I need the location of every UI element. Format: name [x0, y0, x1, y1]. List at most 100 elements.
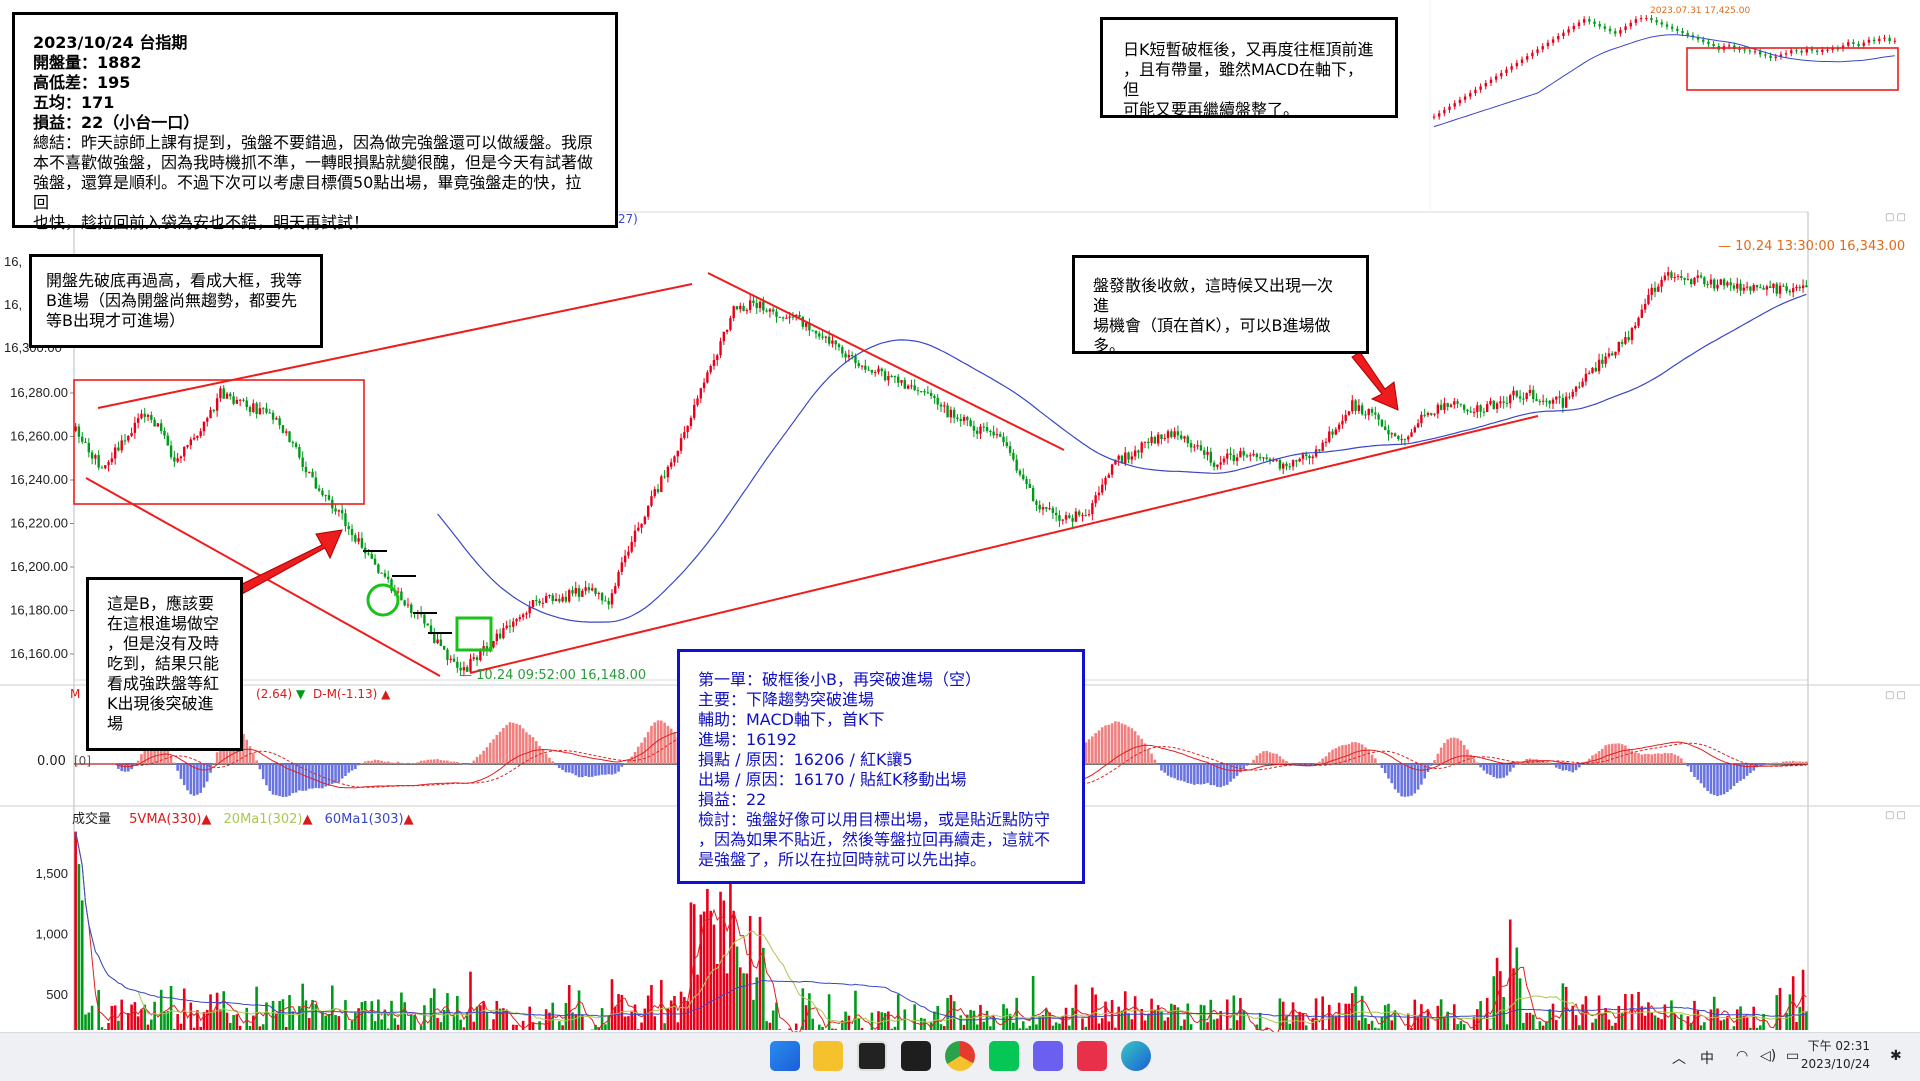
macd-histogram-bar — [262, 764, 265, 779]
system-clock[interactable]: 下午 02:31 2023/10/24 — [1801, 1037, 1870, 1073]
macd-histogram-bar — [463, 764, 466, 765]
candle-down — [1200, 445, 1202, 450]
macd-histogram-bar — [459, 763, 462, 764]
candle-up — [1720, 279, 1722, 284]
price-panel-frame — [74, 212, 1808, 680]
volume-bar — [1492, 976, 1495, 1030]
candle-up — [1345, 415, 1347, 421]
candle-up — [627, 552, 629, 556]
candle-down — [762, 302, 764, 311]
edge-icon[interactable] — [1121, 1041, 1151, 1071]
line-app-icon[interactable] — [989, 1041, 1019, 1071]
candle-up — [338, 510, 340, 511]
macd-histogram-bar — [1726, 764, 1729, 792]
macd-dm-value: D-M(-1.13) — [313, 687, 377, 701]
candle-up — [644, 517, 646, 524]
volume-bar — [433, 988, 436, 1030]
clock-date: 2023/10/24 — [1801, 1055, 1870, 1073]
candle-up — [74, 427, 76, 431]
candle-up — [259, 408, 261, 414]
macd-histogram-bar — [667, 726, 670, 764]
volume-bar — [950, 995, 953, 1030]
mini-candle — [1598, 24, 1600, 26]
candle-down — [1052, 508, 1054, 513]
candle-up — [1262, 457, 1264, 458]
mini-candle — [1567, 29, 1569, 32]
macd-histogram-bar — [1108, 725, 1111, 764]
volume-bar — [627, 1016, 630, 1030]
volume-bar — [1305, 1025, 1308, 1030]
candle-up — [1637, 318, 1639, 326]
tray-chevron-icon[interactable]: ︿ — [1672, 1048, 1686, 1068]
volume-bar — [354, 1013, 357, 1030]
macd-histogram-bar — [361, 763, 364, 764]
macd-histogram-bar — [338, 764, 341, 782]
candle-up — [910, 385, 912, 386]
volume-bar — [111, 1006, 114, 1030]
open-line-2: B進場（因為開盤尚無趨勢，都要先 — [46, 291, 306, 311]
candle-up — [236, 400, 238, 404]
volume-bar — [1075, 985, 1078, 1030]
volume-bar — [1098, 1023, 1101, 1030]
volume-icon[interactable]: ◁) — [1760, 1048, 1776, 1064]
trading-app-icon[interactable] — [857, 1041, 887, 1071]
candle-up — [1693, 278, 1695, 284]
macd-histogram-bar — [1190, 764, 1193, 784]
battery-icon[interactable]: ▭ — [1786, 1048, 1799, 1064]
candle-down — [828, 337, 830, 344]
volume-bar — [390, 1001, 393, 1030]
candle-down — [657, 489, 659, 492]
volume-bar — [1512, 968, 1515, 1030]
volume-bar — [1032, 976, 1035, 1030]
volume-bar — [742, 973, 745, 1030]
candle-down — [578, 588, 580, 597]
photos-app-icon[interactable] — [1077, 1041, 1107, 1071]
snipping-tool-icon[interactable] — [1033, 1041, 1063, 1071]
candle-up — [1216, 465, 1218, 467]
ime-indicator[interactable]: 中 — [1700, 1048, 1714, 1068]
macd-histogram-bar — [1394, 764, 1397, 789]
macd-histogram-bar — [496, 735, 499, 764]
mini-candle — [1531, 53, 1533, 56]
notification-bell-icon[interactable]: ✱ — [1890, 1048, 1902, 1064]
volume-bar — [262, 1024, 265, 1030]
volume-bar — [229, 1023, 232, 1030]
candle-down — [374, 559, 376, 565]
candle-down — [923, 391, 925, 392]
candle-down — [380, 573, 382, 574]
candle-down — [1805, 285, 1807, 287]
wifi-icon[interactable]: ◠ — [1736, 1048, 1748, 1064]
volume-bar — [1315, 998, 1318, 1030]
chrome-icon[interactable] — [945, 1041, 975, 1071]
macd-histogram-bar — [551, 761, 554, 764]
panel-window-buttons[interactable]: ▢▢ — [1885, 212, 1908, 223]
volume-bar — [440, 1022, 443, 1030]
candle-up — [1091, 503, 1093, 514]
macd-histogram-bar — [1506, 764, 1509, 776]
macd-histogram-bar — [334, 764, 337, 783]
volume-bar — [578, 990, 581, 1030]
macd-histogram-bar — [538, 746, 541, 764]
macd-histogram-bar — [1371, 755, 1374, 764]
macd-histogram-bar — [1562, 764, 1565, 771]
candle-down — [775, 312, 777, 317]
volume-bar — [1562, 983, 1565, 1030]
candle-up — [1585, 374, 1587, 382]
mini-candle — [1573, 26, 1575, 29]
candle-up — [275, 418, 277, 419]
candle-up — [1088, 514, 1090, 515]
volume-bar — [1756, 1028, 1759, 1030]
file-explorer-icon[interactable] — [813, 1041, 843, 1071]
macd-histogram-bar — [1427, 764, 1430, 772]
candle-up — [199, 431, 201, 436]
volume-window-buttons[interactable]: ▢▢ — [1885, 810, 1908, 821]
start-menu-icon[interactable] — [770, 1041, 800, 1071]
candle-up — [512, 622, 514, 627]
candle-up — [1736, 284, 1738, 289]
candle-down — [1256, 454, 1258, 457]
candle-down — [84, 442, 86, 443]
candle-up — [640, 524, 642, 528]
sticky-notes-icon[interactable] — [901, 1041, 931, 1071]
macd-window-buttons[interactable]: ▢▢ — [1885, 690, 1908, 701]
macd-histogram-bar — [1193, 764, 1196, 785]
